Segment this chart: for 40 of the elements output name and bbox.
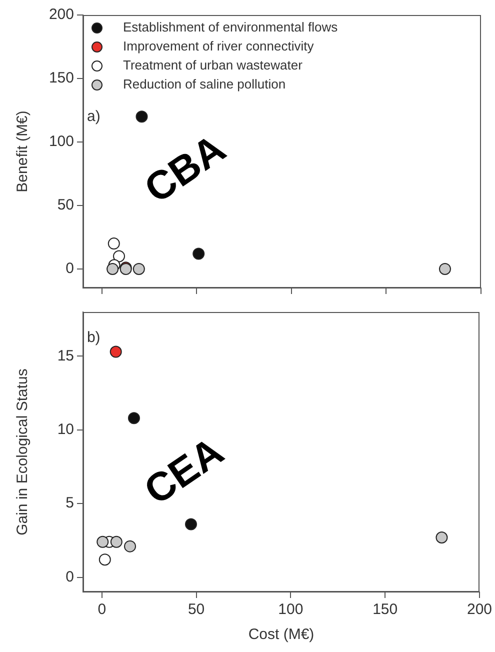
x-tick-label: 50 — [188, 601, 205, 618]
point — [110, 346, 122, 358]
point — [113, 250, 126, 262]
y-tick-label: 15 — [57, 347, 74, 364]
y-axis-title: Gain in Ecological Status — [14, 368, 32, 536]
x-tick-label: 0 — [98, 601, 106, 618]
y-axis-title: Benefit (M€) — [14, 110, 32, 192]
annotation: CEA — [136, 429, 232, 514]
point — [132, 262, 145, 275]
y-tick-label: 10 — [57, 421, 74, 438]
legend-label: Treatment of urban wastewater — [123, 58, 304, 73]
x-tick-label: 200 — [466, 601, 492, 618]
annotation: CBA — [137, 126, 234, 212]
legend-label: Reduction of saline pollution — [123, 76, 286, 92]
y-tick-label: 100 — [48, 133, 74, 150]
point — [106, 262, 119, 275]
y-tick-label: 5 — [66, 494, 74, 512]
annotation: a) — [86, 108, 100, 126]
point — [436, 531, 448, 544]
point — [438, 262, 451, 275]
y-tick-label: 200 — [48, 6, 74, 24]
y-tick-label: 50 — [57, 196, 74, 214]
annotation: b) — [86, 329, 100, 346]
x-tick-label: 150 — [372, 601, 398, 618]
legend-label: Establishment of environmental flows — [123, 20, 338, 35]
y-tick-label: 0 — [66, 568, 74, 586]
point — [124, 540, 136, 552]
x-tick-label: 100 — [278, 601, 304, 618]
point — [98, 554, 111, 566]
point — [184, 518, 197, 530]
point — [128, 412, 140, 424]
point — [192, 248, 205, 260]
y-tick-label: 0 — [66, 260, 74, 278]
point — [136, 110, 148, 123]
legend-label: Improvement of river connectivity — [123, 38, 314, 54]
y-tick-label: 150 — [48, 70, 74, 87]
x-axis-title: Cost (M€) — [248, 626, 314, 644]
point — [110, 536, 122, 548]
point — [108, 238, 120, 250]
point — [96, 536, 109, 548]
